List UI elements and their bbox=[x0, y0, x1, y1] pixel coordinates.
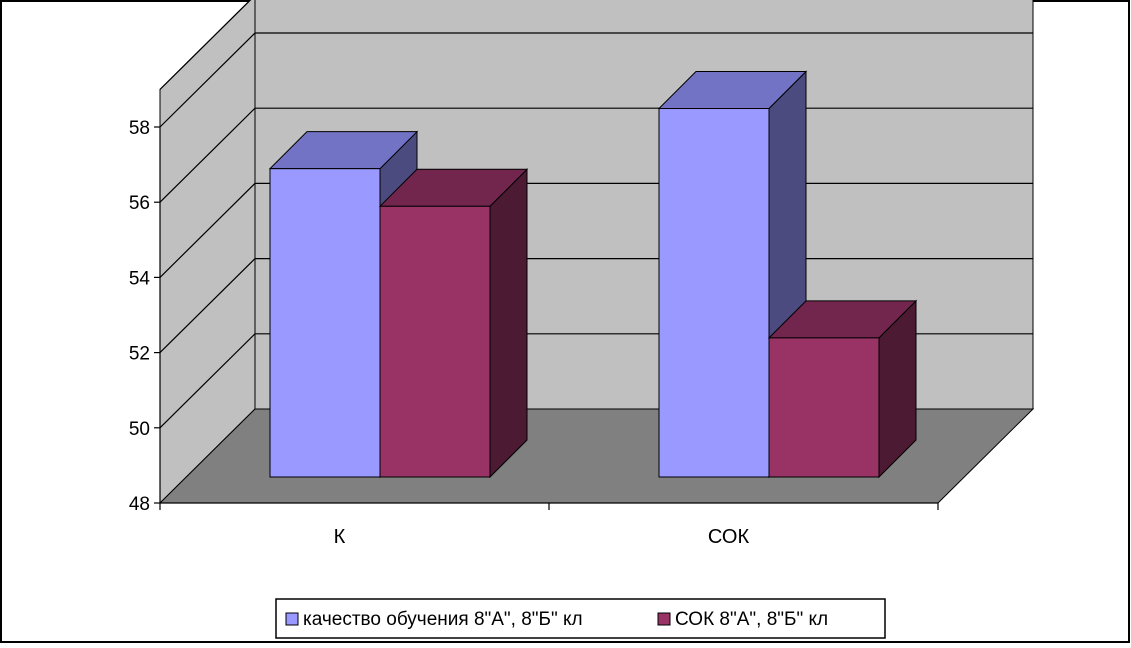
axis-labels: 48 50 52 54 56 58 К СОК bbox=[129, 118, 750, 548]
bar-front-face bbox=[768, 337, 880, 478]
y-tick-label: 54 bbox=[129, 268, 151, 289]
bar bbox=[378, 168, 529, 479]
legend-label-series-2: СОК 8"А", 8"Б" кл bbox=[675, 609, 828, 630]
y-tick-label: 56 bbox=[129, 193, 150, 214]
x-category-label: СОК bbox=[708, 526, 750, 548]
bar bbox=[657, 70, 808, 479]
bar-front-face bbox=[658, 108, 770, 478]
y-tick-label: 58 bbox=[129, 118, 150, 139]
legend-swatch-series-2 bbox=[657, 612, 671, 626]
gridline bbox=[159, 0, 252, 90]
bar bbox=[767, 299, 918, 479]
bar-front-face bbox=[379, 205, 491, 478]
legend: качество обучения 8"А", 8"Б" кл СОК 8"А"… bbox=[275, 598, 886, 639]
bar-front-face bbox=[269, 168, 381, 478]
legend-swatch-series-1 bbox=[285, 612, 299, 626]
bars bbox=[268, 70, 918, 479]
y-tick-label: 52 bbox=[129, 344, 150, 365]
bar-side-face bbox=[489, 168, 528, 479]
y-tick-label: 48 bbox=[129, 494, 150, 515]
gridline bbox=[159, 32, 1033, 128]
axes bbox=[154, 126, 939, 510]
legend-label-series-1: качество обучения 8"А", 8"Б" кл bbox=[303, 609, 583, 630]
x-category-label: К bbox=[334, 526, 346, 548]
legend-box bbox=[275, 598, 886, 639]
y-tick-label: 50 bbox=[129, 419, 150, 440]
